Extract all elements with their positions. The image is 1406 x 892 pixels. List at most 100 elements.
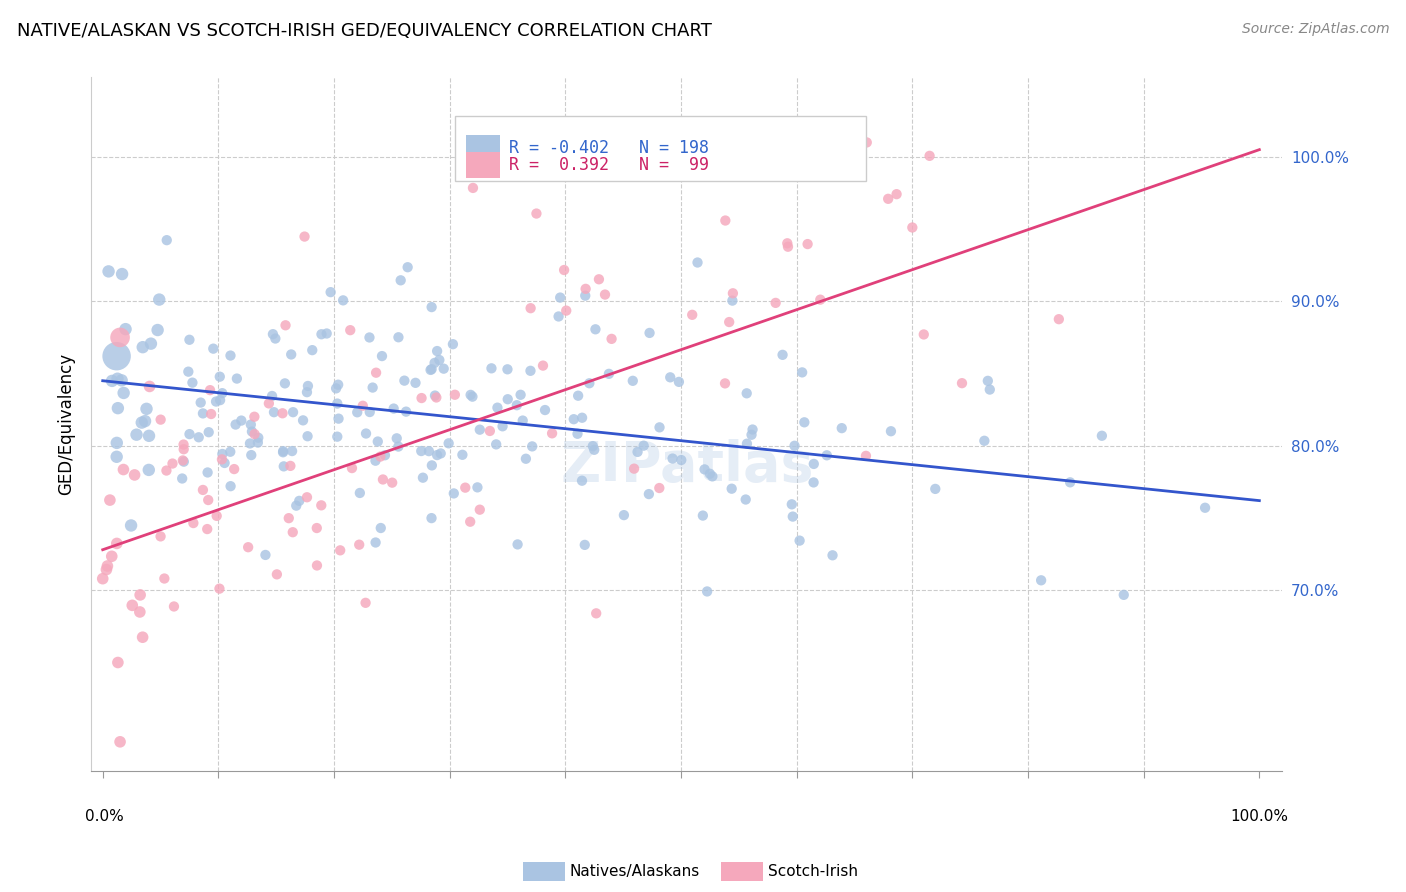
Point	[128, 605, 150, 619]
Point	[720, 482, 742, 496]
Point	[292, 413, 315, 427]
Point	[257, 396, 280, 410]
Point	[506, 398, 529, 412]
Y-axis label: GED/Equivalency: GED/Equivalency	[58, 353, 75, 495]
Point	[120, 518, 142, 533]
Point	[567, 389, 589, 403]
Point	[162, 457, 184, 471]
Point	[240, 425, 263, 439]
Point	[782, 509, 804, 524]
Point	[478, 424, 501, 438]
Point	[173, 442, 195, 457]
Point	[526, 206, 548, 220]
Point	[901, 220, 924, 235]
Point	[198, 383, 221, 397]
Point	[661, 451, 683, 466]
Point	[214, 456, 236, 470]
Point	[692, 508, 714, 523]
Point	[219, 479, 242, 493]
Point	[205, 394, 228, 409]
Point	[821, 549, 844, 563]
Point	[574, 288, 596, 302]
Point	[191, 483, 214, 497]
Point	[461, 181, 484, 195]
Point	[328, 411, 350, 425]
Text: 0.0%: 0.0%	[86, 809, 124, 824]
Point	[254, 548, 277, 562]
Point	[486, 401, 509, 415]
Point	[132, 340, 155, 354]
Point	[734, 492, 756, 507]
Point	[531, 359, 554, 373]
Point	[135, 401, 157, 416]
Point	[354, 426, 377, 441]
Point	[197, 466, 219, 480]
Point	[187, 430, 209, 444]
Point	[1029, 574, 1052, 588]
Point	[305, 558, 328, 573]
Point	[197, 425, 219, 440]
Point	[420, 362, 443, 376]
Point	[359, 330, 381, 344]
Point	[332, 293, 354, 308]
Point	[735, 436, 758, 450]
Point	[172, 471, 194, 485]
Point	[326, 396, 349, 410]
Point	[1112, 588, 1135, 602]
Point	[454, 481, 477, 495]
Point	[97, 264, 120, 278]
Point	[277, 511, 299, 525]
Point	[266, 567, 288, 582]
Point	[776, 240, 799, 254]
Point	[659, 370, 682, 384]
Point	[195, 522, 218, 536]
Point	[381, 475, 404, 490]
Point	[496, 392, 519, 407]
Point	[325, 381, 347, 395]
Point	[918, 149, 941, 163]
Point	[1091, 429, 1114, 443]
Point	[101, 374, 124, 388]
Point	[148, 293, 170, 307]
Point	[98, 493, 121, 508]
FancyBboxPatch shape	[467, 136, 499, 161]
Point	[394, 374, 416, 388]
Point	[263, 405, 285, 419]
Point	[441, 337, 464, 351]
Point	[420, 300, 443, 314]
Point	[371, 349, 394, 363]
Point	[319, 285, 342, 300]
Point	[108, 330, 131, 344]
Point	[208, 582, 231, 596]
Point	[396, 260, 419, 275]
Point	[239, 417, 262, 432]
Point	[294, 229, 316, 244]
Point	[281, 405, 304, 419]
Point	[548, 291, 571, 305]
Point	[420, 458, 443, 473]
Point	[105, 536, 128, 550]
Point	[387, 330, 409, 344]
Point	[574, 538, 596, 552]
Point	[181, 376, 204, 390]
Point	[509, 388, 531, 402]
Point	[582, 439, 605, 453]
Point	[371, 473, 394, 487]
Point	[491, 419, 513, 434]
Point	[681, 308, 703, 322]
Point	[173, 437, 195, 451]
Point	[172, 453, 194, 467]
Point	[112, 386, 135, 401]
Point	[96, 559, 118, 574]
Point	[224, 462, 246, 476]
Point	[197, 493, 219, 508]
Point	[138, 379, 160, 393]
Point	[108, 735, 131, 749]
Point	[139, 336, 162, 351]
Point	[340, 461, 363, 475]
Point	[124, 467, 146, 482]
Point	[789, 533, 811, 548]
Point	[236, 540, 259, 554]
Point	[418, 444, 440, 458]
Point	[191, 406, 214, 420]
